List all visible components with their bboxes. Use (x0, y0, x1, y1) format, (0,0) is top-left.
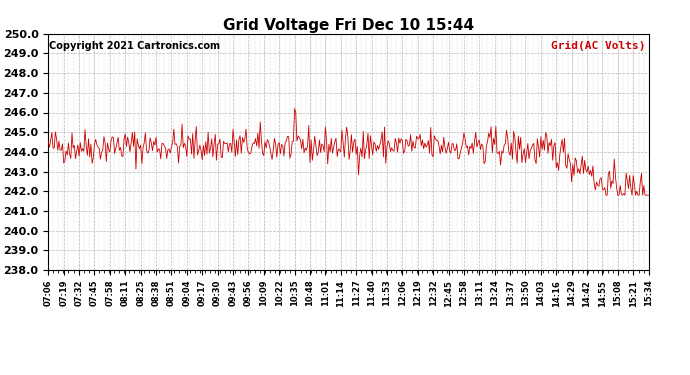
Text: Copyright 2021 Cartronics.com: Copyright 2021 Cartronics.com (49, 41, 220, 51)
Title: Grid Voltage Fri Dec 10 15:44: Grid Voltage Fri Dec 10 15:44 (223, 18, 474, 33)
Text: Grid(AC Volts): Grid(AC Volts) (551, 41, 646, 51)
